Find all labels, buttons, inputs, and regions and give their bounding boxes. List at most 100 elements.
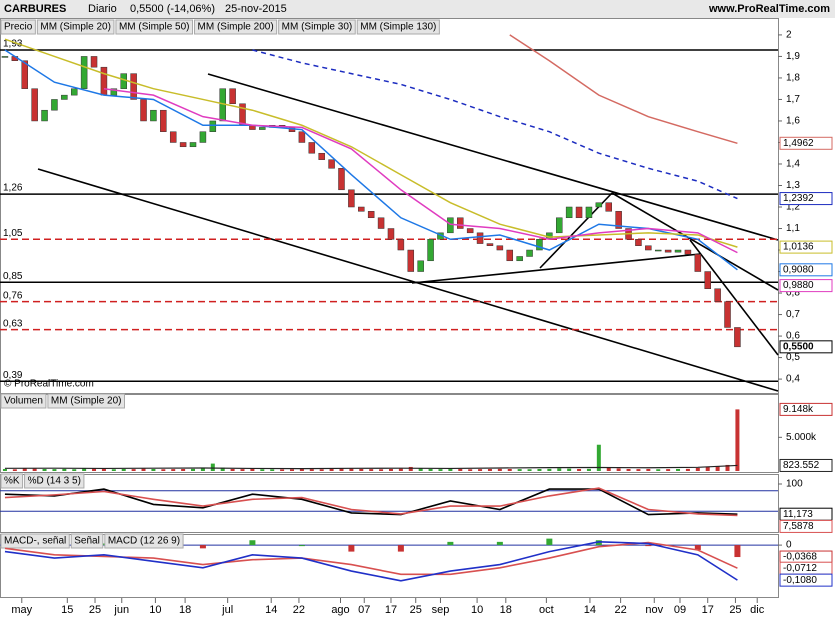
candle bbox=[654, 249, 662, 252]
macd-bar bbox=[645, 545, 652, 547]
legend-box bbox=[0, 473, 24, 489]
candle bbox=[41, 109, 48, 122]
volume-bar bbox=[557, 468, 562, 471]
volume-bar bbox=[517, 469, 522, 471]
legend-entry: MM (Simple 50) bbox=[119, 22, 190, 33]
level-label: 0,76 bbox=[3, 290, 23, 301]
y-tick-label: 1,7 bbox=[786, 94, 800, 105]
symbol: CARBURES bbox=[4, 3, 66, 15]
header-bar bbox=[0, 0, 835, 18]
volume-bar bbox=[191, 468, 196, 471]
y-tick-label: 0 bbox=[786, 540, 792, 551]
candle bbox=[61, 94, 68, 100]
volume-bar bbox=[359, 468, 364, 471]
candle bbox=[555, 217, 563, 234]
x-tick-label: 14 bbox=[265, 604, 277, 616]
legend-box bbox=[0, 533, 70, 549]
candle bbox=[635, 239, 642, 246]
volume-bar bbox=[131, 469, 136, 471]
volume-bar bbox=[428, 468, 433, 471]
value-tag: 823.552 bbox=[783, 460, 820, 471]
legend-entry: MM (Simple 200) bbox=[198, 22, 274, 33]
volume-bar bbox=[210, 463, 215, 471]
volume-bar bbox=[42, 468, 47, 471]
y-tick-label: 1,9 bbox=[786, 51, 800, 62]
value-tag: 1,2392 bbox=[783, 193, 814, 204]
volume-average bbox=[4, 464, 738, 470]
candle bbox=[367, 211, 375, 219]
x-tick-label: nov bbox=[645, 604, 663, 616]
x-tick-label: jul bbox=[221, 604, 233, 616]
candle bbox=[130, 73, 137, 100]
candle bbox=[417, 260, 424, 272]
candle bbox=[110, 88, 118, 96]
candle bbox=[466, 228, 474, 234]
date: 25-nov-2015 bbox=[225, 3, 287, 15]
volume-bar bbox=[616, 468, 621, 471]
volume-bar bbox=[270, 469, 275, 471]
candle bbox=[674, 249, 682, 253]
y-tick-label: 1,8 bbox=[786, 73, 800, 84]
macd-bar bbox=[199, 545, 206, 549]
candle bbox=[179, 142, 187, 148]
volume-bar bbox=[695, 467, 700, 471]
x-tick-label: 18 bbox=[500, 604, 512, 616]
y-tick-label: 0,7 bbox=[786, 309, 800, 320]
volume-bar bbox=[101, 468, 106, 471]
candle bbox=[387, 228, 395, 240]
volume-bar bbox=[369, 469, 374, 471]
candle bbox=[31, 88, 38, 122]
legend-entry: MACD-, señal bbox=[4, 536, 66, 547]
volume-bar bbox=[567, 468, 572, 471]
candle bbox=[585, 206, 593, 219]
macd-bar bbox=[496, 541, 503, 546]
candle bbox=[328, 159, 335, 169]
candle bbox=[21, 60, 28, 89]
volume-bar bbox=[448, 468, 453, 471]
legend-entry: Señal bbox=[74, 536, 100, 547]
candle bbox=[338, 168, 345, 191]
value-tag-box bbox=[779, 192, 833, 206]
volume-bar bbox=[666, 469, 671, 471]
x-tick-label: 18 bbox=[179, 604, 191, 616]
candle bbox=[1, 56, 9, 58]
candle bbox=[140, 99, 147, 122]
candle bbox=[664, 249, 672, 253]
candle bbox=[595, 202, 603, 208]
legend-box bbox=[115, 19, 194, 35]
candle bbox=[526, 249, 533, 257]
candle bbox=[694, 254, 702, 272]
volume-bar bbox=[676, 468, 681, 471]
candle bbox=[169, 131, 177, 143]
panel-frames bbox=[0, 18, 779, 598]
volume-bar bbox=[408, 466, 413, 471]
volume-bar bbox=[299, 468, 304, 471]
volume-bar bbox=[181, 468, 186, 471]
moving-average bbox=[509, 34, 738, 145]
candle bbox=[457, 217, 464, 229]
value-tag: 9.148k bbox=[783, 404, 814, 415]
volume-bar bbox=[309, 469, 314, 471]
candle bbox=[80, 56, 88, 89]
legend-box bbox=[194, 19, 278, 35]
legend-entry: Precio bbox=[4, 22, 33, 33]
volume-bar bbox=[339, 468, 344, 471]
volume-bar bbox=[636, 469, 641, 471]
volume-bar bbox=[487, 468, 492, 471]
volume-bar bbox=[151, 468, 156, 471]
value-tag: 0,5500 bbox=[783, 341, 814, 352]
legend-box bbox=[24, 473, 85, 489]
volume-bar bbox=[507, 468, 512, 471]
y-tick-label: 2 bbox=[786, 30, 792, 41]
candle bbox=[407, 249, 415, 272]
y-tick-label: 0,5 bbox=[786, 352, 800, 363]
oscillator-line bbox=[4, 487, 738, 517]
volume-bar bbox=[349, 468, 354, 471]
volume-bar bbox=[379, 469, 384, 471]
candle bbox=[536, 239, 543, 251]
value-tag-box bbox=[779, 240, 833, 254]
value-tag-box bbox=[779, 458, 833, 472]
legend-box bbox=[70, 533, 104, 549]
x-tick-label: 25 bbox=[729, 604, 741, 616]
volume-bar bbox=[606, 467, 611, 471]
